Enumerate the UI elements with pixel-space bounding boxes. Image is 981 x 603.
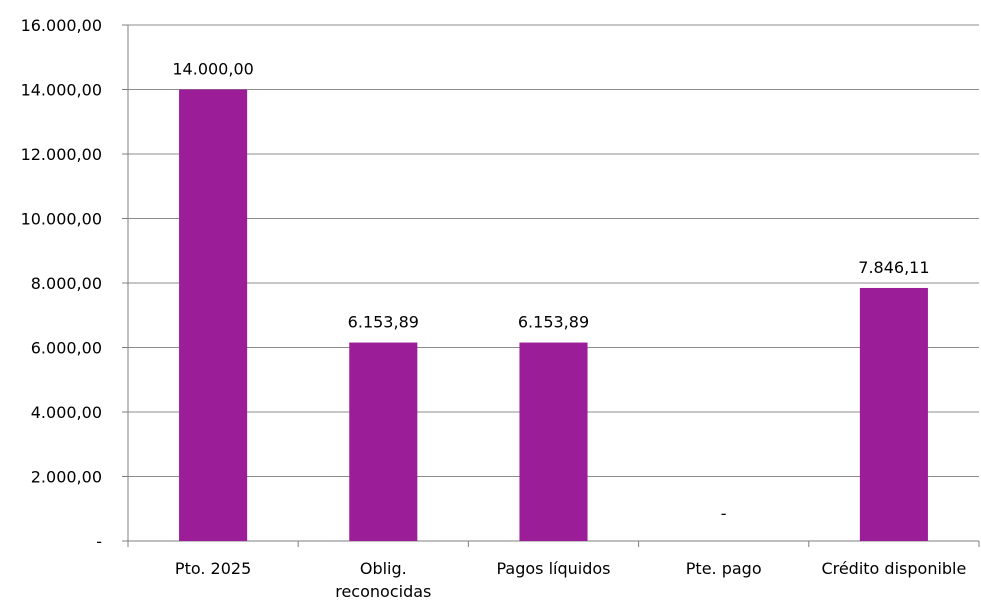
data-label-0: 14.000,00 <box>172 60 253 79</box>
x-tick-label-line: Pte. pago <box>686 559 762 578</box>
y-tick-label-0: - <box>96 532 102 551</box>
x-tick-label-2: Pagos líquidos <box>496 559 610 578</box>
bar-0 <box>179 89 248 541</box>
x-tick-label-line: Crédito disponible <box>821 559 966 578</box>
y-tick-label-6: 12.000,00 <box>21 145 102 164</box>
y-tick-label-8: 16.000,00 <box>21 16 102 35</box>
bar-1 <box>349 342 418 541</box>
x-tick-labels: Pto. 2025 Oblig. reconocidas Pagos líquidos… <box>175 559 966 601</box>
x-tick-label-line: reconocidas <box>335 582 431 601</box>
y-tick-label-5: 10.000,00 <box>21 210 102 229</box>
data-label-2: 6.153,89 <box>518 313 589 332</box>
x-tick-label-3: Pte. pago <box>686 559 762 578</box>
data-label-3: - <box>721 504 727 523</box>
bars <box>179 89 928 541</box>
y-tick-label-7: 14.000,00 <box>21 81 102 100</box>
y-tick-label-2: 4.000,00 <box>31 403 102 422</box>
x-tick-label-0: Pto. 2025 <box>175 559 251 578</box>
x-tick-label-line: Pto. 2025 <box>175 559 251 578</box>
x-tick-label-line: Oblig. <box>360 559 407 578</box>
x-tick-label-1: Oblig. reconocidas <box>335 559 431 601</box>
bar-4 <box>859 287 928 541</box>
x-tick-label-line: Pagos líquidos <box>496 559 610 578</box>
data-label-4: 7.846,11 <box>858 258 929 277</box>
y-tick-label-1: 2.000,00 <box>31 468 102 487</box>
x-tick-label-4: Crédito disponible <box>821 559 966 578</box>
data-label-1: 6.153,89 <box>348 313 419 332</box>
y-tick-labels: - 2.000,00 4.000,00 6.000,00 8.000,00 10.000,… <box>21 16 102 551</box>
data-labels: 14.000,00 6.153,89 6.153,89 - 7.846,11 <box>172 60 929 524</box>
bar-2 <box>519 342 588 541</box>
y-tick-label-4: 8.000,00 <box>31 274 102 293</box>
y-tick-label-3: 6.000,00 <box>31 339 102 358</box>
